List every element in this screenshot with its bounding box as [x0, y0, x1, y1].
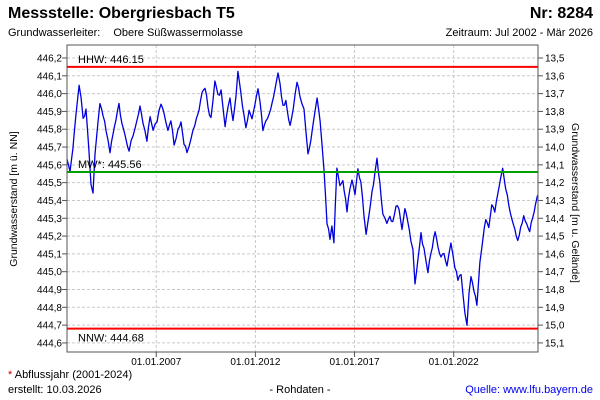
- footnote-text: Abflussjahr (2001-2024): [12, 369, 133, 381]
- plot-frame: [66, 44, 539, 353]
- right-tick-label: 14,0: [545, 143, 565, 154]
- footnote-asterisk: *: [8, 369, 13, 381]
- right-tick-label: 13,6: [545, 71, 565, 82]
- left-tick-label: 445,0: [37, 267, 62, 278]
- x-tick-label: 01.01.2022: [429, 357, 479, 368]
- period-label: Zeitraum: Jul 2002 - Mär 2026: [445, 27, 593, 39]
- left-tick-label: 445,9: [37, 107, 62, 118]
- created-date: erstellt: 10.03.2026: [8, 384, 102, 396]
- right-tick-label: 14,8: [545, 285, 565, 296]
- hhw-label: HHW: 446.15: [78, 54, 144, 66]
- aquifer-label: Grundwasserleiter:: [8, 27, 101, 39]
- nnw-label: NNW: 444.68: [78, 333, 144, 345]
- left-tick-label: 445,5: [37, 178, 62, 189]
- left-tick-label: 445,8: [37, 125, 62, 136]
- left-tick-label: 445,4: [37, 196, 62, 207]
- right-tick-label: 13,7: [545, 89, 565, 100]
- x-tick-label: 01.01.2007: [131, 357, 181, 368]
- right-tick-label: 14,3: [545, 196, 565, 207]
- groundwater-curve: [66, 70, 539, 326]
- left-tick-label: 444,6: [37, 338, 62, 349]
- right-tick-label: 13,8: [545, 107, 565, 118]
- left-tick-label: 444,9: [37, 285, 62, 296]
- right-tick-label: 13,5: [545, 53, 565, 64]
- left-tick-label: 445,2: [37, 232, 62, 243]
- x-tick-label: 01.01.2012: [230, 357, 280, 368]
- left-tick-label: 446,2: [37, 53, 62, 64]
- right-tick-label: 15,1: [545, 338, 565, 349]
- x-tick-label: 01.01.2017: [330, 357, 380, 368]
- left-tick-label: 445,3: [37, 214, 62, 225]
- page-title: Messstelle: Obergriesbach T5: [8, 5, 235, 22]
- right-tick-label: 14,4: [545, 214, 565, 225]
- left-tick-label: 444,8: [37, 303, 62, 314]
- left-tick-label: 446,1: [37, 71, 62, 82]
- left-tick-label: 445,1: [37, 249, 62, 260]
- right-tick-label: 14,9: [545, 303, 565, 314]
- source-link[interactable]: Quelle: www.lfu.bayern.de: [465, 384, 593, 396]
- data-type-note: - Rohdaten -: [269, 384, 331, 396]
- right-tick-label: 14,1: [545, 160, 565, 171]
- right-tick-label: 14,7: [545, 267, 565, 278]
- left-tick-label: 445,6: [37, 160, 62, 171]
- left-tick-label: 445,7: [37, 143, 62, 154]
- right-tick-label: 15,0: [545, 321, 565, 332]
- right-tick-label: 13,9: [545, 125, 565, 136]
- right-tick-label: 14,2: [545, 178, 565, 189]
- aquifer-value: Obere Süßwassermolasse: [113, 27, 243, 39]
- mw-label: MW*: 445.56: [78, 159, 142, 171]
- right-tick-label: 14,6: [545, 249, 565, 260]
- aquifer-row: Grundwasserleiter: Obere Süßwassermolasse: [8, 27, 243, 39]
- footnote: * Abflussjahr (2001-2024): [8, 369, 132, 381]
- right-tick-label: 14,5: [545, 232, 565, 243]
- left-tick-label: 444,7: [37, 321, 62, 332]
- left-tick-label: 446,0: [37, 89, 62, 100]
- station-number: Nr: 8284: [529, 5, 593, 22]
